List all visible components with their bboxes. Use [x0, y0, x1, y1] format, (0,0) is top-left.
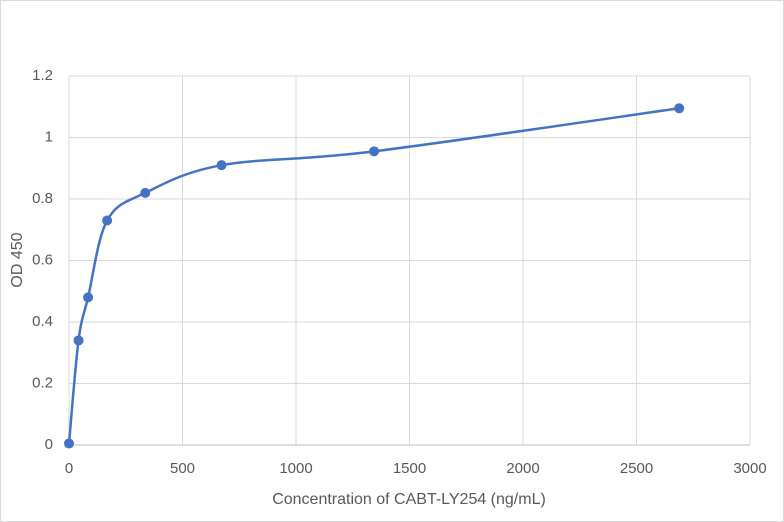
data-point [73, 335, 84, 346]
data-point [102, 215, 113, 226]
y-tick-label: 0.6 [32, 251, 53, 268]
x-tick-label: 0 [65, 460, 73, 477]
data-point [140, 187, 151, 198]
x-axis-title: Concentration of CABT-LY254 (ng/mL) [272, 491, 546, 508]
y-tick-label: 1 [45, 128, 53, 145]
x-tick-label: 2000 [506, 460, 539, 477]
data-point [369, 146, 380, 157]
x-tick-label: 2500 [620, 460, 653, 477]
x-tick-label: 1500 [393, 460, 426, 477]
y-tick-label: 0.8 [32, 190, 53, 207]
y-tick-label: 0.4 [32, 313, 53, 330]
x-tick-label: 3000 [733, 460, 766, 477]
y-tick-label: 0.2 [32, 374, 53, 391]
y-tick-label: 1.2 [32, 67, 53, 84]
data-point [216, 160, 227, 171]
y-axis-title: OD 450 [9, 232, 26, 287]
y-tick-label: 0 [45, 436, 53, 453]
x-tick-label: 1000 [279, 460, 312, 477]
x-tick-label: 500 [170, 460, 195, 477]
data-point [83, 292, 94, 303]
data-point [64, 438, 74, 449]
data-point [674, 103, 685, 114]
